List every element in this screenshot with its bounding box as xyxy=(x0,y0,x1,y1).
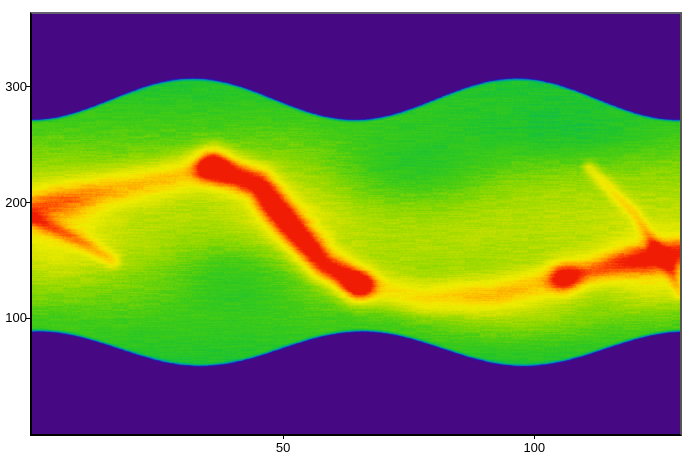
plot-frame xyxy=(30,12,682,436)
y-tick-label: 200 xyxy=(5,194,27,210)
y-tick-mark xyxy=(26,86,30,88)
phase-space-heatmap xyxy=(32,14,680,434)
y-tick-label: 300 xyxy=(5,78,27,94)
x-tick-label: 50 xyxy=(275,440,291,455)
x-tick-mark xyxy=(282,434,284,439)
y-tick-mark xyxy=(26,317,30,319)
y-tick-mark xyxy=(26,202,30,204)
x-tick-mark xyxy=(533,434,535,439)
y-tick-label: 100 xyxy=(5,310,27,326)
x-tick-label: 100 xyxy=(523,440,546,455)
